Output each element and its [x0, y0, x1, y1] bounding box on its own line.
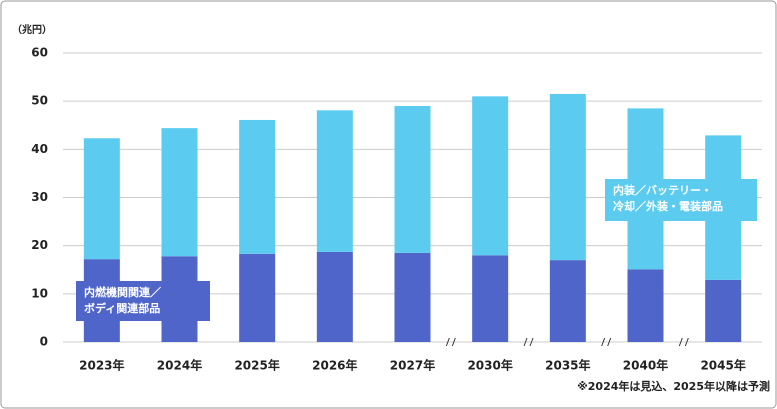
bar-segment [472, 96, 509, 256]
y-tick-label: 30 [31, 190, 48, 204]
bar-segment [239, 253, 276, 342]
x-tick-label: 2027年 [390, 358, 435, 373]
y-axis-label: （兆円） [12, 23, 52, 36]
legend-box: 内燃機関関連／ ボディ関連部品 [76, 281, 210, 321]
bar-segment [549, 260, 586, 342]
axis-break [601, 337, 606, 347]
axis-break [523, 337, 528, 347]
bar-segment [394, 252, 431, 342]
bar-segment [472, 255, 509, 342]
bar-segment [239, 119, 276, 254]
x-tick-label: 2045年 [700, 358, 745, 373]
y-tick-label: 20 [31, 238, 48, 252]
bar-segment [549, 93, 586, 261]
axis-break [529, 337, 534, 347]
axis-break [451, 337, 456, 347]
legend-box: 内装／バッテリー・ 冷却／外装・電装部品 [605, 179, 757, 221]
axis-break [607, 337, 612, 347]
bar-segment [161, 128, 198, 257]
x-tick-label: 2026年 [312, 358, 357, 373]
bar-segment [627, 269, 664, 342]
x-tick-label: 2030年 [467, 358, 512, 373]
x-tick-label: 2024年 [157, 358, 202, 373]
x-tick-label: 2040年 [623, 358, 668, 373]
y-tick-label: 50 [31, 94, 48, 108]
x-tick-label: 2025年 [234, 358, 279, 373]
bar-segment [394, 105, 431, 253]
axis-break [684, 337, 689, 347]
axis-break [445, 337, 450, 347]
y-tick-label: 40 [31, 142, 48, 156]
y-tick-label: 10 [31, 286, 48, 300]
y-tick-label: 0 [40, 335, 48, 349]
bar-segment [316, 251, 353, 342]
y-tick-label: 60 [31, 46, 48, 60]
bar-segment [316, 110, 353, 252]
footnote: ※2024年は見込、2025年以降は予測 [577, 379, 770, 393]
x-tick-label: 2035年 [545, 358, 590, 373]
bar-segment [705, 279, 742, 342]
bar-segment [83, 138, 120, 260]
x-tick-label: 2023年 [79, 358, 124, 373]
axis-break [678, 337, 683, 347]
